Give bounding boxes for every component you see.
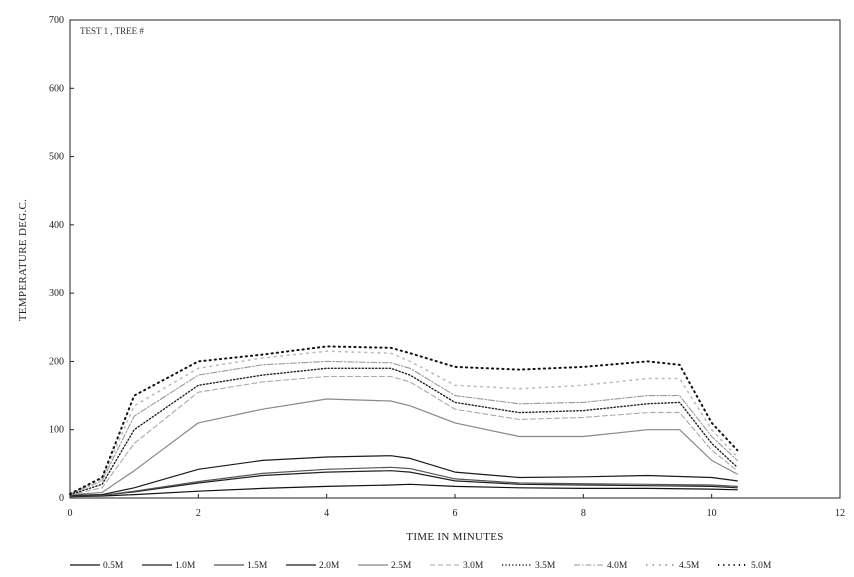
- y-axis-label: TEMPERATURE DEG.C.: [17, 199, 29, 321]
- x-tick-label: 6: [453, 508, 458, 519]
- series-line-3.5M: [69, 367, 738, 496]
- y-tick-label: 300: [49, 288, 64, 299]
- legend: 0.5M 1.0M 1.5M 2.0M 2.5M 3.0M 3.5M 4.0M 4.5M 5.0M: [70, 561, 772, 571]
- series-line-0.5M: [69, 483, 738, 498]
- y-tick-label: 100: [49, 425, 64, 436]
- legend-label: 2.5M: [391, 561, 412, 571]
- legend-label: 3.0M: [463, 561, 484, 571]
- y-tick-label: 0: [59, 493, 64, 504]
- chart-title: TEST 1 , TREE #: [80, 26, 144, 36]
- x-axis-label: TIME IN MINUTES: [406, 531, 503, 543]
- series-line-2.0M: [69, 455, 738, 496]
- series-line-1.0M: [69, 470, 738, 497]
- series-line-4.5M: [69, 350, 739, 495]
- legend-label: 1.5M: [247, 561, 268, 571]
- legend-label: 3.5M: [535, 561, 556, 571]
- y-tick-label: 400: [49, 220, 64, 231]
- legend-label: 2.0M: [319, 561, 340, 571]
- y-tick-label: 700: [49, 15, 64, 26]
- x-tick-label: 8: [581, 508, 586, 519]
- legend-label: 5.0M: [751, 561, 772, 571]
- y-tick-label: 600: [49, 83, 64, 94]
- x-tick-label: 12: [835, 508, 845, 519]
- y-axis: 0 100 200 300 400 500 600 700: [49, 15, 74, 504]
- legend-label: 4.0M: [607, 561, 628, 571]
- x-tick-label: 0: [68, 508, 73, 519]
- series-line-3.0M: [69, 375, 738, 496]
- legend-label: 0.5M: [103, 561, 124, 571]
- y-tick-label: 200: [49, 356, 64, 367]
- legend-label: 4.5M: [679, 561, 700, 571]
- series-line-1.5M: [69, 466, 738, 497]
- x-tick-label: 4: [324, 508, 329, 519]
- series-layer: [69, 345, 739, 498]
- x-tick-label: 2: [196, 508, 201, 519]
- plot-frame: [69, 19, 841, 499]
- series-line-4.0M: [69, 360, 738, 495]
- x-tick-label: 10: [707, 508, 717, 519]
- series-line-5.0M: [69, 345, 739, 495]
- legend-label: 1.0M: [175, 561, 196, 571]
- y-tick-label: 500: [49, 152, 64, 163]
- series-line-2.5M: [69, 398, 738, 496]
